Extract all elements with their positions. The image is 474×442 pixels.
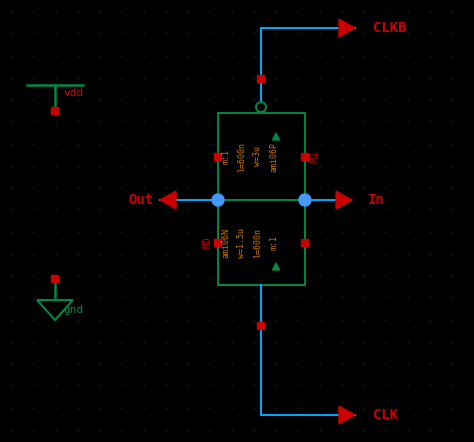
Bar (218, 200, 305, 285)
Polygon shape (160, 191, 176, 209)
Text: l=600n: l=600n (237, 141, 246, 171)
Circle shape (212, 194, 224, 206)
Bar (257, 321, 264, 328)
Circle shape (299, 194, 311, 206)
Circle shape (256, 102, 266, 112)
Text: Out: Out (129, 193, 154, 207)
Text: M1: M1 (310, 151, 320, 162)
Bar (215, 239, 221, 245)
Text: M0: M0 (203, 236, 213, 248)
Text: CLK: CLK (373, 408, 398, 422)
Polygon shape (273, 263, 280, 270)
Text: m:1: m:1 (270, 235, 279, 250)
Text: vdd: vdd (63, 88, 83, 98)
Polygon shape (339, 19, 355, 37)
Polygon shape (37, 300, 73, 320)
Text: w=1.5u: w=1.5u (237, 228, 246, 258)
Text: gnd: gnd (63, 305, 83, 315)
Bar (218, 113, 305, 200)
Text: CLKB: CLKB (373, 21, 407, 35)
Bar (52, 274, 58, 282)
Text: m:1: m:1 (221, 149, 230, 164)
Bar (257, 75, 264, 81)
Bar (52, 107, 58, 114)
Bar (301, 239, 309, 245)
Polygon shape (336, 191, 352, 209)
Polygon shape (339, 406, 355, 424)
Text: In: In (368, 193, 385, 207)
Text: ami06P: ami06P (270, 141, 279, 171)
Text: ami06N: ami06N (221, 228, 230, 258)
Text: w=3u: w=3u (254, 146, 263, 167)
Text: l=600n: l=600n (254, 228, 263, 258)
Bar (215, 152, 221, 160)
Polygon shape (273, 133, 280, 140)
Bar (301, 152, 309, 160)
